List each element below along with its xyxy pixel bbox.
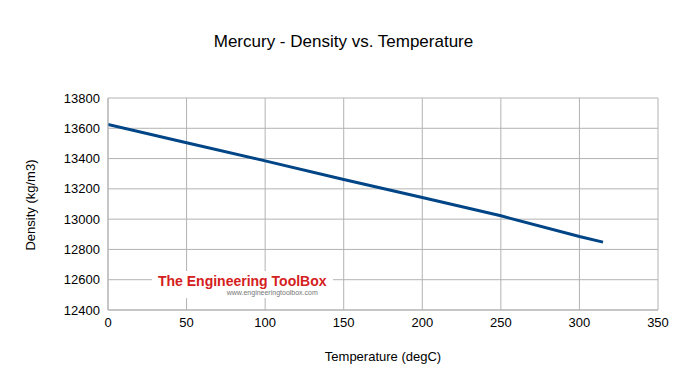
svg-text:13400: 13400 <box>64 151 100 166</box>
html-text:Mercury - Density vs. Temperat: Mercury - Density vs. Temperature <box>213 32 474 51</box>
svg-text:200: 200 <box>411 315 433 330</box>
svg-text:12400: 12400 <box>64 303 100 318</box>
svg-text:100: 100 <box>254 315 276 330</box>
html-text:www.engineeringtoolbox.com: www.engineeringtoolbox.com <box>226 289 318 296</box>
svg-text:13800: 13800 <box>64 91 100 106</box>
svg-text:150: 150 <box>333 315 355 330</box>
svg-text:13000: 13000 <box>64 212 100 227</box>
html-text:Temperature (degC): Temperature (degC) <box>324 349 442 364</box>
svg-text:50: 50 <box>179 315 193 330</box>
svg-text:0: 0 <box>104 315 111 330</box>
svg-text:250: 250 <box>490 315 512 330</box>
html-text:The Engineering ToolBox: The Engineering ToolBox <box>158 273 327 289</box>
svg-text:12600: 12600 <box>64 272 100 287</box>
svg-text:12800: 12800 <box>64 242 100 257</box>
svg-text:13200: 13200 <box>64 181 100 196</box>
svg-text:350: 350 <box>647 315 669 330</box>
svg-text:13600: 13600 <box>64 121 100 136</box>
svg-text:300: 300 <box>569 315 591 330</box>
html-text:Density (kg/m3): Density (kg/m3) <box>23 159 38 251</box>
